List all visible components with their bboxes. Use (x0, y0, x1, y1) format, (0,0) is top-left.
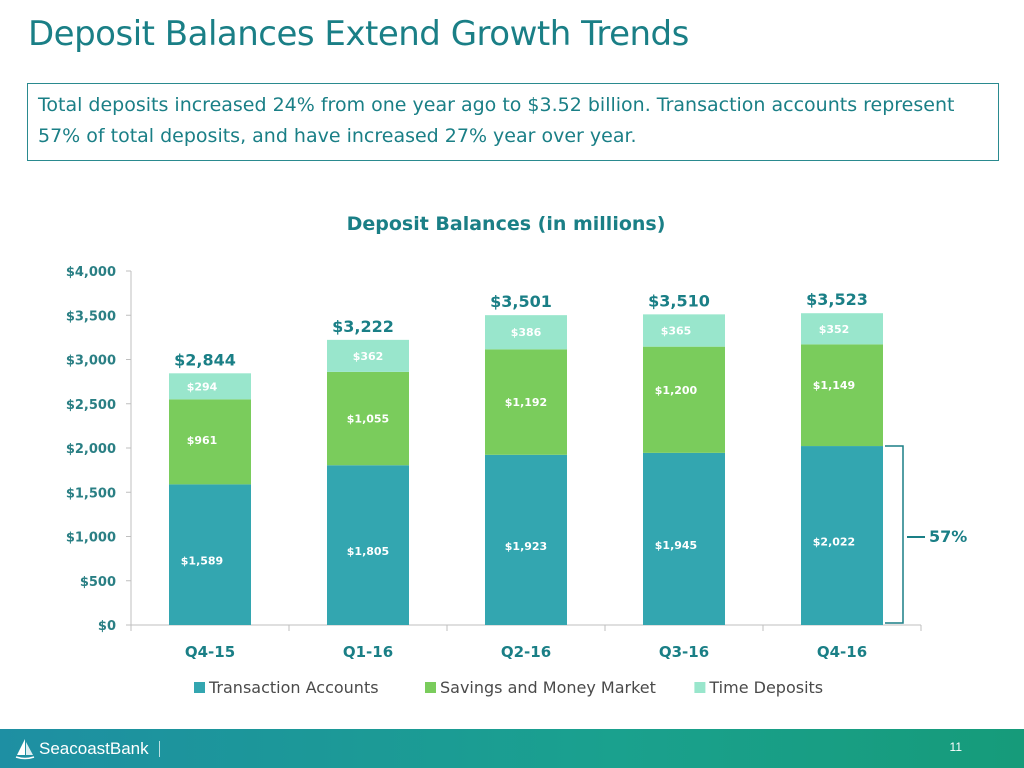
y-tick-label: $4,000 (66, 265, 116, 280)
label-transaction: $1,945 (655, 539, 697, 552)
chart-title: Deposit Balances (in millions) (347, 213, 666, 235)
x-tick-label: Q4-15 (185, 643, 235, 661)
y-tick-label: $1,500 (66, 486, 116, 501)
label-time: $386 (511, 326, 542, 339)
bar-time (169, 373, 251, 400)
bar-savings (169, 399, 251, 485)
legend-swatch (425, 682, 436, 693)
bracket (885, 445, 904, 624)
legend-label: Transaction Accounts (208, 678, 379, 697)
bar-transaction (485, 454, 567, 625)
y-tick-label: $2,500 (66, 398, 116, 413)
y-tick-label: $3,000 (66, 354, 116, 369)
x-tick-label: Q3-16 (659, 643, 709, 661)
bar-savings (327, 371, 409, 466)
label-savings: $1,149 (813, 379, 855, 392)
label-transaction: $1,805 (347, 545, 389, 558)
bar-time (485, 315, 567, 350)
legend-label: Savings and Money Market (440, 678, 656, 697)
label-savings: $1,055 (347, 413, 389, 426)
legend-swatch (694, 682, 706, 693)
deposit-chart: Deposit Balances (in millions) $0 $500 $1,0… (66, 213, 967, 697)
label-transaction: $1,589 (181, 555, 223, 568)
bar-time (643, 314, 725, 347)
total-label: $3,501 (490, 292, 552, 311)
total-label: $3,222 (332, 317, 394, 336)
label-time: $294 (187, 380, 218, 393)
label-time: $352 (819, 323, 850, 336)
x-tick-label: Q1-16 (343, 643, 393, 661)
label-transaction: $1,923 (505, 540, 547, 553)
bar-transaction (327, 465, 409, 625)
y-tick-label: $3,500 (66, 309, 116, 324)
footer-bar: SeacoastBank 11 (0, 729, 1024, 768)
label-savings: $1,200 (655, 384, 698, 397)
bar-time (327, 339, 409, 372)
sail-icon (15, 739, 35, 760)
label-time: $362 (353, 350, 384, 363)
total-label: $2,844 (174, 350, 236, 369)
x-tick-label: Q4-16 (817, 643, 867, 661)
page-number: 11 (949, 740, 962, 754)
y-tick-label: $1,000 (66, 531, 116, 546)
slide-title: Deposit Balances Extend Growth Trends (28, 14, 689, 54)
brand-logo: SeacoastBank (14, 737, 160, 761)
label-time: $365 (661, 325, 692, 338)
total-label: $3,510 (648, 291, 710, 310)
bar-savings (643, 346, 725, 453)
label-transaction: $2,022 (813, 536, 855, 549)
bar-transaction (169, 484, 251, 625)
y-tick-label: $500 (80, 575, 116, 590)
bar-savings (485, 349, 567, 455)
bar-transaction (801, 446, 883, 625)
x-tick-label: Q2-16 (501, 643, 551, 661)
summary-box: Total deposits increased 24% from one ye… (27, 83, 999, 161)
label-savings: $1,192 (505, 396, 547, 409)
y-tick-label: $0 (98, 619, 116, 634)
total-label: $3,523 (806, 290, 868, 309)
bar-time (801, 313, 883, 345)
y-tick-label: $2,000 (66, 442, 116, 457)
bar-transaction (643, 452, 725, 625)
label-savings: $961 (187, 434, 218, 447)
bar-savings (801, 344, 883, 447)
annotation-57-percent: 57% (929, 527, 967, 546)
legend-swatch (194, 682, 205, 693)
brand-name: SeacoastBank (39, 739, 149, 758)
legend-label: Time Deposits (708, 678, 823, 697)
